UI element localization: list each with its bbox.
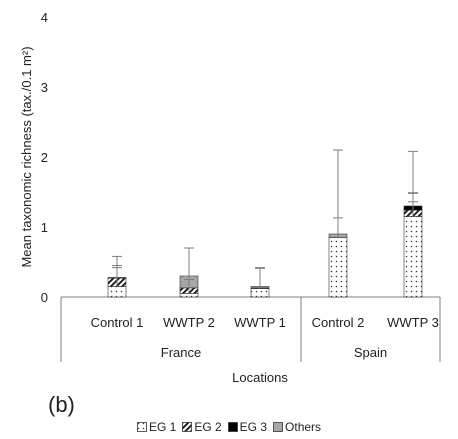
- y-tick-label: 2: [41, 150, 48, 165]
- x-tick-label: WWTP 3: [387, 315, 439, 330]
- bar-segment-eg-1: [179, 293, 199, 298]
- y-tick-label: 3: [41, 80, 48, 95]
- group-label: Spain: [354, 345, 387, 360]
- y-tick-label: 4: [41, 10, 48, 25]
- legend-swatch: [137, 422, 147, 432]
- x-tick-label: Control 1: [91, 315, 144, 330]
- legend-label: Others: [285, 420, 322, 434]
- legend-swatch: [227, 422, 238, 432]
- legend-item: EG 3: [227, 420, 268, 434]
- legend-label: EG 1: [148, 420, 177, 434]
- panel-label: (b): [48, 392, 75, 417]
- x-tick-label: WWTP 1: [234, 315, 286, 330]
- bar-segment-eg-1: [403, 216, 423, 298]
- legend-swatch: [182, 422, 193, 432]
- x-tick-label: Control 2: [312, 315, 365, 330]
- y-tick-label: 1: [41, 220, 48, 235]
- bar-segment-eg-1: [250, 288, 270, 298]
- bar-segment-eg-1: [107, 286, 127, 298]
- group-label: France: [161, 345, 201, 360]
- legend-swatch: [273, 422, 283, 432]
- bar-segment-eg-1: [328, 237, 348, 298]
- legend-item: EG 2: [182, 420, 222, 434]
- x-tick-label: WWTP 2: [163, 315, 215, 330]
- y-axis-label: Mean taxonomic richness (tax./0.1 m²): [19, 46, 34, 267]
- legend-label: EG 2: [194, 420, 222, 434]
- y-tick-label: 0: [41, 290, 48, 305]
- legend: EG 1 EG 2 EG 3 Others: [0, 420, 458, 434]
- legend-label: EG 3: [239, 420, 268, 434]
- legend-item: EG 1: [137, 420, 176, 434]
- x-axis-label: Locations: [232, 370, 288, 385]
- legend-item: Others: [273, 420, 321, 434]
